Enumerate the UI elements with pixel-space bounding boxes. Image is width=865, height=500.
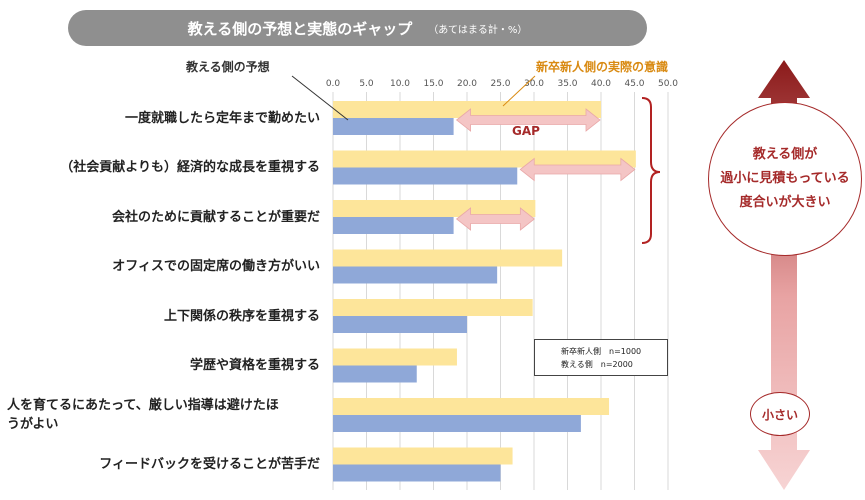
bar-newhire: [333, 249, 563, 267]
underestimate-small-circle: 小さい: [750, 392, 810, 436]
bar-teacher: [333, 316, 467, 333]
category-label-line: （社会貢献よりも）経済的な成長を重視する: [60, 160, 320, 175]
category-label-line: フィードバックを受けることが苦手だ: [99, 457, 320, 472]
gap-arrow: [455, 108, 601, 132]
bar-newhire: [333, 101, 601, 118]
category-label-line: 人を育てるにあたって、厳しい指導は避けたほ: [7, 398, 279, 413]
x-tick-label: 15.0: [423, 79, 443, 89]
bar-teacher: [333, 167, 518, 185]
big-line-2: 過小に見積もっている: [720, 171, 850, 186]
bar-newhire: [333, 150, 636, 168]
category-label-line: 一度就職したら定年まで勤めたい: [124, 110, 320, 126]
legend-teacher: 教える側 n=2000: [561, 360, 633, 369]
callout-leader-teacher: [291, 75, 349, 121]
category-label: 上下関係の秩序を重視する: [164, 307, 320, 326]
bar-newhire: [333, 299, 533, 316]
category-label: 会社のために貢献することが重要だ: [112, 208, 320, 227]
category-label-line: 学歴や資格を重視する: [189, 358, 320, 373]
bar-newhire: [333, 447, 513, 465]
x-tick-label: 5.0: [359, 79, 374, 89]
chart-subtitle: （あてはまる計・%）: [428, 24, 528, 36]
x-tick-label: 10.0: [390, 79, 410, 89]
small-label: 小さい: [761, 407, 798, 422]
underestimate-large-circle: 教える側が 過小に見積もっている 度合いが大きい: [708, 102, 862, 256]
bar-teacher: [333, 365, 417, 383]
x-tick-label: 0.0: [326, 79, 341, 89]
chart-title-bar: 教える側の予想と実態のギャップ （あてはまる計・%）: [68, 10, 647, 46]
bar-newhire: [333, 200, 536, 217]
callout-newhire-actual: 新卒新人側の実際の意識: [536, 60, 669, 74]
bar-newhire: [333, 348, 457, 366]
chart-title: 教える側の予想と実態のギャップ: [187, 19, 413, 38]
category-label: フィードバックを受けることが苦手だ: [99, 455, 320, 474]
x-tick-label: 30.0: [524, 79, 544, 89]
x-tick-label: 40.0: [591, 79, 611, 89]
category-label: 一度就職したら定年まで勤めたい: [125, 109, 320, 128]
category-label-line: 会社のために貢献することが重要だ: [111, 209, 320, 225]
bar-teacher: [333, 217, 454, 234]
callout-leader-newhire: [502, 75, 536, 107]
x-tick-label: 25.0: [490, 79, 510, 89]
x-tick-label: 45.0: [624, 79, 644, 89]
gap-arrow: [455, 207, 535, 231]
category-label-line: 上下関係の秩序を重視する: [163, 308, 320, 324]
category-label: 人を育てるにあたって、厳しい指導は避けたほ うがよい: [7, 396, 279, 434]
bar-teacher: [333, 118, 454, 135]
legend: 新卒新人側 n=1000 教える側 n=2000: [534, 339, 668, 376]
bar-newhire: [333, 398, 610, 415]
legend-newhire: 新卒新人側 n=1000: [561, 347, 642, 356]
category-label: 学歴や資格を重視する: [190, 356, 320, 375]
gap-label: GAP: [512, 124, 540, 138]
bar-teacher: [333, 266, 498, 284]
x-tick-label: 20.0: [457, 79, 477, 89]
big-line-1: 教える側が: [752, 147, 818, 162]
category-label: オフィスでの固定席の働き方がいい: [112, 257, 320, 276]
x-tick-label: 35.0: [557, 79, 577, 89]
category-label-line: うがよい: [7, 417, 59, 432]
big-line-3: 度合いが大きい: [739, 195, 831, 210]
callout-teacher-expectation: 教える側の予想: [186, 60, 270, 74]
x-tick-label: 50.0: [658, 79, 678, 89]
category-label-line: オフィスでの固定席の働き方がいい: [112, 259, 320, 274]
category-label: （社会貢献よりも）経済的な成長を重視する: [60, 158, 320, 177]
bar-teacher: [333, 464, 501, 482]
group-bracket: [641, 97, 661, 244]
gap-arrow: [519, 157, 636, 182]
bar-teacher: [333, 415, 581, 432]
